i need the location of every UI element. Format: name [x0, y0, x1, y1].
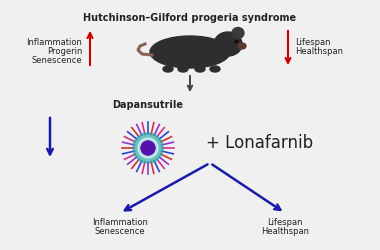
Text: Senescence: Senescence	[32, 56, 82, 65]
Ellipse shape	[178, 66, 188, 72]
Text: Hutchinson–Gilford progeria syndrome: Hutchinson–Gilford progeria syndrome	[84, 13, 296, 23]
Text: Lifespan: Lifespan	[295, 38, 331, 47]
Text: + Lonafarnib: + Lonafarnib	[206, 134, 314, 152]
Circle shape	[141, 141, 155, 155]
Ellipse shape	[232, 28, 244, 38]
Text: Inflammation: Inflammation	[26, 38, 82, 47]
Ellipse shape	[163, 66, 173, 72]
Text: Inflammation: Inflammation	[92, 218, 148, 227]
Text: Healthspan: Healthspan	[261, 227, 309, 236]
Circle shape	[138, 138, 158, 158]
Text: Healthspan: Healthspan	[295, 47, 343, 56]
Text: Dapansutrile: Dapansutrile	[112, 100, 184, 110]
Ellipse shape	[195, 66, 205, 72]
Text: Senescence: Senescence	[95, 227, 145, 236]
Ellipse shape	[214, 32, 242, 56]
Ellipse shape	[150, 36, 230, 68]
Text: Lifespan: Lifespan	[267, 218, 303, 227]
Ellipse shape	[210, 66, 220, 72]
Text: Progerin: Progerin	[47, 47, 82, 56]
Circle shape	[133, 133, 163, 163]
Ellipse shape	[238, 43, 246, 49]
